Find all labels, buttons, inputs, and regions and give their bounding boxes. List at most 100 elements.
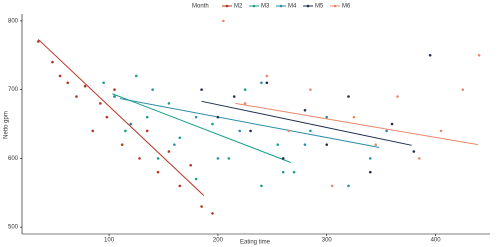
legend-label: M2 [234, 4, 243, 10]
legend-swatch-dot [306, 4, 310, 8]
trend-line [37, 39, 205, 196]
scatter-point [194, 177, 198, 181]
legend-label: M6 [342, 4, 351, 10]
scatter-point [265, 74, 269, 78]
scatter-point [211, 212, 214, 215]
scatter-point [292, 170, 296, 174]
scatter-point [145, 129, 149, 133]
scatter-point [417, 157, 421, 160]
scatter-point [99, 102, 102, 105]
y-tick-label: 700 [8, 87, 19, 93]
scatter-point [167, 102, 171, 105]
scatter-point [91, 129, 95, 133]
trend-line [235, 102, 479, 146]
x-axis-title: Eating time [240, 240, 271, 246]
scatter-point [238, 129, 241, 133]
scatter-point [287, 129, 290, 133]
scatter-point [325, 143, 329, 146]
scatter-point [303, 108, 307, 112]
scatter-point [428, 53, 432, 57]
trend-line [112, 93, 292, 163]
scatter-point [211, 122, 214, 126]
scatter-point [156, 157, 160, 160]
scatter-point [167, 150, 171, 153]
legend-swatch-dot [279, 4, 283, 8]
scatter-point [134, 74, 138, 78]
scatter-point [75, 95, 78, 98]
x-tick-label: 100 [104, 238, 115, 244]
scatter-point [37, 40, 40, 43]
y-axis-title: Netto gpm [4, 111, 10, 139]
scatter-point [368, 157, 372, 160]
scatter-point [51, 60, 54, 64]
legend-swatch-dot [252, 4, 256, 8]
scatter-point [249, 129, 252, 133]
scatter-point [216, 115, 220, 119]
scatter-point [243, 102, 247, 105]
scatter-point [347, 184, 350, 188]
scatter-point [390, 122, 394, 126]
scatter-point [374, 143, 378, 146]
scatter-point [260, 81, 263, 85]
scatter-point [265, 81, 269, 85]
scatter-point [145, 115, 149, 119]
scatter-point [309, 129, 312, 133]
scatter-point [352, 115, 356, 119]
scatter-point [216, 157, 220, 160]
legend-label: M5 [315, 4, 324, 10]
scatter-point [58, 74, 62, 78]
x-tick-label: 300 [322, 238, 333, 244]
scatter-point [113, 95, 116, 98]
scatter-point [347, 95, 350, 98]
legend-title: Month [192, 4, 209, 10]
scatter-point [173, 143, 176, 146]
legend-label: M3 [261, 4, 270, 10]
scatter-point [83, 84, 87, 88]
scatter-point [461, 88, 465, 91]
scatter-point [309, 88, 312, 91]
scatter-point [222, 19, 225, 23]
legend-swatch-dot [333, 4, 337, 8]
trend-line [119, 98, 380, 148]
scatter-point [105, 115, 109, 119]
scatter-point [66, 81, 70, 85]
x-tick-label: 200 [213, 238, 224, 244]
scatter-point [303, 143, 307, 146]
scatter-point [325, 115, 329, 119]
x-tick-label: 400 [431, 238, 442, 244]
y-tick-label: 500 [8, 225, 19, 231]
scatter-point [232, 95, 236, 98]
scatter-point [243, 88, 247, 91]
scatter-point [102, 81, 105, 85]
scatter-point [368, 170, 372, 174]
y-tick-label: 800 [8, 18, 19, 24]
scatter-point [156, 170, 160, 174]
scatter-point [477, 53, 481, 57]
scatter-point [200, 88, 203, 91]
legend-label: M4 [288, 4, 297, 10]
scatter-point [412, 150, 416, 153]
scatter-point [120, 143, 124, 146]
scatter-point [281, 157, 285, 160]
scatter-point [113, 88, 116, 91]
scatter-point [124, 129, 127, 133]
scatter-point [189, 163, 192, 167]
scatter-point [281, 170, 285, 174]
legend-swatch-dot [225, 4, 229, 8]
scatter-point [194, 115, 198, 119]
y-tick-label: 600 [8, 156, 19, 162]
scatter-point [129, 122, 133, 126]
scatter-point [178, 136, 182, 140]
scatter-point [227, 157, 231, 160]
scatter-point [439, 129, 443, 133]
scatter-point [396, 95, 399, 98]
scatter-point [151, 88, 154, 91]
scatter-point [200, 205, 203, 208]
scatter-point [138, 157, 141, 160]
trend-line [201, 100, 412, 146]
scatter-point [276, 143, 280, 146]
scatter-point [385, 129, 388, 133]
scatter-point [178, 184, 182, 188]
scatter-point [330, 184, 334, 188]
